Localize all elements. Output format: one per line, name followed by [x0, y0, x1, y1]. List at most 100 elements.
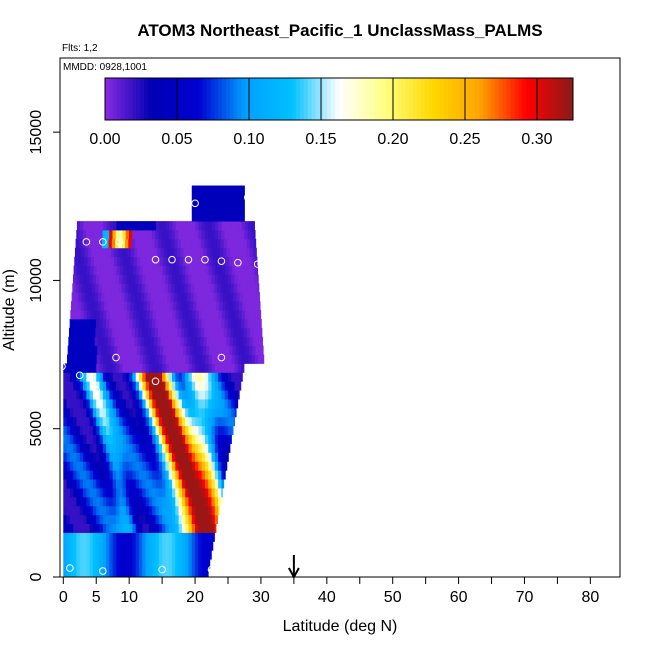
heat-cell	[86, 496, 91, 507]
heat-cell	[201, 212, 206, 222]
heat-cell	[73, 532, 77, 542]
heat-cell	[204, 461, 209, 471]
heat-cell	[145, 461, 150, 471]
heat-cell	[224, 363, 229, 373]
heat-cell	[226, 292, 231, 302]
heat-cell	[228, 221, 233, 231]
chart-title: ATOM3 Northeast_Pacific_1 UnclassMass_PA…	[137, 21, 542, 40]
heat-cell	[135, 443, 140, 453]
heat-cell	[231, 354, 236, 364]
heat-cell	[63, 479, 67, 489]
x-tick-label: 50	[384, 589, 402, 606]
sample-point	[243, 193, 252, 202]
heat-cell	[109, 318, 113, 329]
heat-cell	[79, 541, 84, 551]
heat-cell	[112, 443, 117, 453]
heat-cell	[142, 514, 147, 525]
heat-cell	[112, 505, 117, 516]
heat-cell	[126, 301, 131, 311]
heat-cell	[149, 221, 154, 231]
heat-cell	[246, 238, 251, 249]
heat-cell	[119, 221, 124, 231]
heat-cell	[175, 559, 179, 569]
heat-cell	[79, 496, 84, 507]
heat-cell	[198, 470, 203, 480]
heat-cell	[133, 301, 138, 311]
heat-cell	[168, 381, 173, 391]
heat-cell	[129, 354, 134, 364]
colorbar-segment	[257, 78, 262, 120]
heat-cell	[211, 381, 216, 391]
heat-cell	[102, 381, 107, 391]
heat-cell	[188, 363, 193, 373]
heat-cell	[223, 327, 228, 338]
heat-cell	[132, 354, 137, 364]
heat-cell	[96, 443, 100, 453]
heat-cell	[96, 318, 100, 329]
heat-cell	[249, 247, 254, 258]
heat-cell	[197, 238, 202, 249]
heat-cell	[124, 336, 129, 347]
heat-cell	[86, 354, 91, 364]
heat-cell	[106, 496, 110, 507]
heat-cell	[116, 363, 120, 373]
colorbar-segment	[202, 78, 207, 120]
heat-cell	[132, 488, 137, 498]
heat-cell	[232, 301, 237, 311]
heat-cell	[178, 550, 183, 560]
heat-cell	[92, 327, 96, 338]
heat-cell	[204, 283, 208, 293]
heat-cell	[188, 559, 193, 569]
heat-cell	[236, 247, 241, 258]
heat-cell	[237, 363, 242, 373]
colorbar-segment	[397, 78, 402, 120]
heat-cell	[190, 238, 195, 249]
heat-cell	[115, 318, 120, 329]
heat-cell	[152, 523, 156, 533]
heat-cell	[132, 452, 137, 462]
heat-cell	[156, 345, 161, 355]
heat-cell	[213, 336, 217, 347]
heat-cell	[125, 230, 130, 240]
heat-cell	[215, 345, 220, 355]
heat-cell	[89, 479, 94, 489]
heat-cell	[163, 292, 168, 302]
heat-cell	[171, 318, 176, 329]
heat-cell	[71, 336, 76, 347]
heat-cell	[103, 345, 108, 355]
heat-cell	[109, 354, 114, 364]
heat-cell	[79, 470, 84, 480]
heat-cell	[211, 372, 216, 382]
sample-point	[168, 255, 176, 264]
heat-cell	[162, 372, 166, 382]
heat-cell	[191, 479, 196, 489]
colorbar-segment	[448, 78, 453, 120]
heat-cell	[142, 230, 146, 240]
heat-cell	[188, 514, 193, 525]
colorbar-segment	[401, 78, 406, 120]
heat-cell	[152, 568, 156, 577]
heat-cell	[217, 318, 222, 329]
heat-cell	[69, 399, 74, 409]
heat-cell	[204, 203, 209, 213]
heat-cell	[179, 265, 183, 275]
heat-cell	[113, 221, 117, 231]
heat-cell	[78, 327, 83, 338]
heat-cell	[129, 532, 133, 542]
heat-cell	[231, 416, 235, 427]
heat-cell	[198, 559, 203, 569]
heat-cell	[224, 381, 229, 391]
heat-cell	[128, 283, 132, 293]
heat-cell	[221, 461, 226, 471]
heat-cell	[92, 425, 97, 436]
heat-cell	[195, 381, 199, 391]
heat-cell	[99, 559, 104, 569]
heat-cell	[119, 265, 124, 275]
heat-cell	[228, 203, 232, 213]
heat-cell	[114, 292, 119, 302]
heat-cell	[122, 443, 127, 453]
heat-cell	[89, 568, 94, 577]
heat-cell	[96, 514, 100, 525]
heat-cell	[214, 488, 219, 498]
heat-cell	[195, 221, 200, 231]
